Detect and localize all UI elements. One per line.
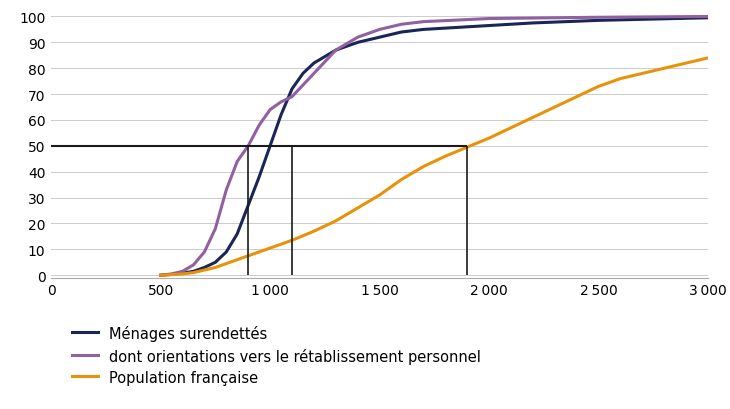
Legend: Ménages surendettés, dont orientations vers le rétablissement personnel, Populat: Ménages surendettés, dont orientations v… [72,325,481,385]
